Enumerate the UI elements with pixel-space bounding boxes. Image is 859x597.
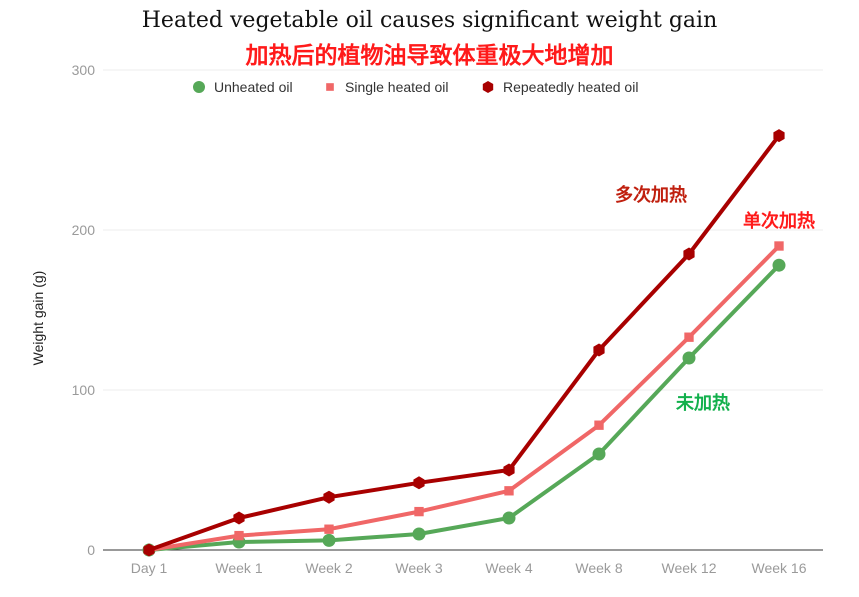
data-point-single-heated-oil — [324, 524, 334, 534]
series-group — [142, 129, 786, 557]
data-point-single-heated-oil — [774, 241, 784, 251]
data-point-single-heated-oil — [594, 420, 604, 430]
x-tick-label: Week 2 — [305, 560, 352, 576]
legend-marker-single-heated-oil — [326, 83, 334, 91]
x-tick-label: Week 1 — [215, 560, 262, 576]
series-line-unheated-oil — [147, 263, 781, 552]
data-point-repeatedly-heated-oil — [413, 476, 425, 490]
annotation-label: 多次加热 — [615, 184, 687, 206]
data-point-unheated-oil — [322, 533, 336, 547]
series-line-single-heated-oil — [147, 244, 781, 552]
x-tick-label: Week 16 — [752, 560, 807, 576]
x-axis: Day 1 Week 1 Week 2 Week 3 Week 4 Week 8 Week … — [131, 560, 807, 576]
y-tick-label: 300 — [72, 62, 96, 78]
y-axis: 0 100 200 300 — [72, 62, 96, 558]
x-tick-label: Week 12 — [662, 560, 717, 576]
legend-label-unheated-oil: Unheated oil — [214, 79, 293, 95]
data-point-repeatedly-heated-oil — [143, 543, 155, 557]
annotation-label: 单次加热 — [743, 210, 815, 232]
legend-label-repeatedly-heated-oil: Repeatedly heated oil — [503, 79, 638, 95]
y-tick-label: 0 — [87, 542, 95, 558]
x-tick-label: Day 1 — [131, 560, 168, 576]
data-point-repeatedly-heated-oil — [233, 511, 245, 525]
x-tick-label: Week 3 — [395, 560, 442, 576]
data-point-single-heated-oil — [684, 332, 694, 342]
annotation-label: 未加热 — [676, 392, 730, 414]
legend-label-single-heated-oil: Single heated oil — [345, 79, 449, 95]
y-tick-label: 100 — [72, 382, 96, 398]
chart-title: Heated vegetable oil causes significant … — [141, 8, 718, 33]
legend: Unheated oil Single heated oil Repeatedly … — [193, 79, 638, 95]
x-tick-label: Week 8 — [575, 560, 622, 576]
series-line-repeatedly-heated-oil — [147, 133, 781, 552]
data-point-unheated-oil — [682, 351, 696, 365]
data-point-unheated-oil — [772, 258, 786, 272]
legend-marker-repeatedly-heated-oil — [482, 81, 494, 93]
y-tick-label: 200 — [72, 222, 96, 238]
data-point-repeatedly-heated-oil — [323, 490, 335, 504]
data-point-single-heated-oil — [414, 506, 424, 517]
data-point-repeatedly-heated-oil — [593, 343, 605, 357]
data-point-single-heated-oil — [504, 486, 514, 496]
legend-marker-unheated-oil — [193, 81, 205, 93]
series-repeatedly-heated-oil — [143, 129, 785, 557]
data-point-repeatedly-heated-oil — [773, 129, 785, 143]
data-point-single-heated-oil — [234, 530, 244, 541]
data-point-unheated-oil — [502, 511, 516, 525]
chart-subtitle: 加热后的植物油导致体重极大地增加 — [245, 43, 614, 69]
x-tick-label: Week 4 — [485, 560, 532, 576]
gridlines — [103, 69, 823, 391]
y-axis-title: Weight gain (g) — [30, 271, 46, 366]
data-point-unheated-oil — [412, 527, 426, 541]
data-point-repeatedly-heated-oil — [683, 247, 695, 261]
data-point-unheated-oil — [592, 447, 606, 461]
data-point-repeatedly-heated-oil — [503, 463, 515, 477]
